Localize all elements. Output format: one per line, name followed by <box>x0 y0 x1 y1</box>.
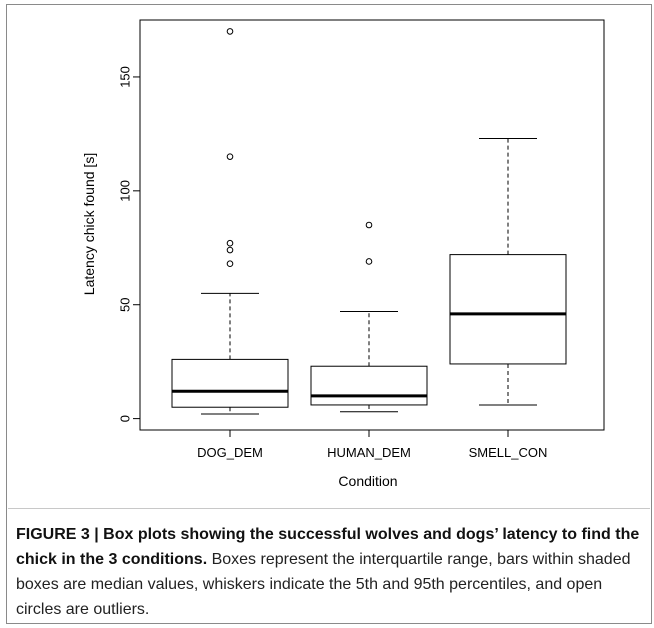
x-axis-label: Condition <box>338 473 397 489</box>
y-tick-label: 50 <box>117 297 132 311</box>
caption-divider <box>8 508 650 509</box>
y-axis-label: Latency chick found [s] <box>81 153 97 295</box>
x-tick-label: DOG_DEM <box>197 445 263 460</box>
outlier-point <box>226 28 234 35</box>
outlier-point <box>226 246 234 254</box>
plot-area-frame <box>139 19 605 431</box>
box-smell-con <box>449 137 567 406</box>
y-tick-label: 100 <box>117 180 132 202</box>
outlier-point <box>226 260 234 268</box>
x-tick-label: HUMAN_DEM <box>327 445 411 460</box>
caption-title: FIGURE 3 | Box plots showing the success… <box>16 526 640 568</box>
outlier-point <box>365 258 373 265</box>
outlier-point <box>365 221 373 229</box>
y-tick-label: 150 <box>117 66 132 88</box>
box-human-dem <box>310 221 428 413</box>
figure-caption: FIGURE 3 | Box plots showing the success… <box>16 522 644 622</box>
box-dog-dem <box>171 28 289 415</box>
x-tick-label: SMELL_CON <box>469 445 548 460</box>
interquartile-box <box>449 254 567 365</box>
outlier-point <box>226 239 234 247</box>
outlier-point <box>226 153 234 160</box>
interquartile-box <box>171 358 289 408</box>
interquartile-box <box>310 365 428 406</box>
y-tick-label: 0 <box>117 415 132 422</box>
caption-body: Boxes represent the interquartile range,… <box>16 551 631 618</box>
box-plot-chart: 0 50 100 150 DOG_DEM HUMAN_DEM SMELL_CON Laten… <box>81 19 605 489</box>
